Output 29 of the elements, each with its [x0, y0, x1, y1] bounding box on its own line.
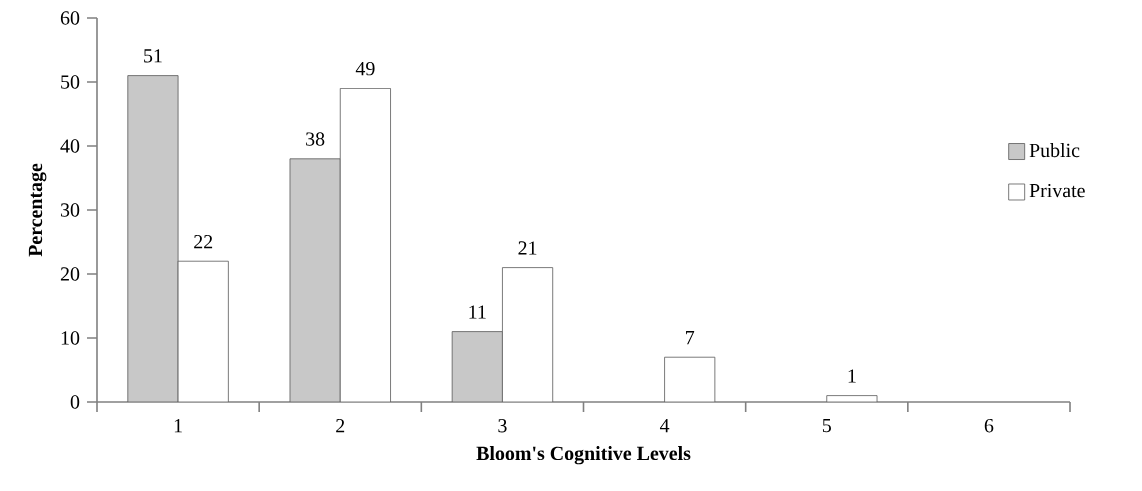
data-label: 1	[848, 369, 856, 383]
x-axis-title: Bloom's Cognitive Levels	[476, 446, 691, 465]
bar	[451, 331, 503, 402]
data-label: 22	[194, 234, 213, 249]
data-label: 38	[306, 132, 325, 146]
x-tick-label: 1	[174, 419, 182, 433]
data-label: 51	[144, 49, 162, 63]
y-tick-label: 40	[60, 139, 80, 153]
y-tick-label: 50	[61, 75, 80, 89]
y-tick-label: 0	[70, 395, 80, 409]
data-label: 21	[518, 241, 537, 255]
text: Private	[1029, 183, 1085, 198]
x-tick-label: 6	[984, 419, 994, 433]
data-label: 7	[686, 331, 695, 345]
x-tick-label: 3	[498, 419, 507, 433]
bar	[177, 260, 229, 402]
bar	[289, 158, 341, 402]
y-tick-label: 30	[61, 203, 80, 217]
x-tick-label: 5	[822, 419, 831, 433]
y-tick-label: 20	[60, 267, 80, 281]
x-tick-label: 2	[336, 419, 345, 433]
y-tick-label: 10	[61, 331, 80, 345]
y-tick-label: 60	[60, 11, 80, 25]
legend-label: Public	[1029, 143, 1080, 158]
y-axis-title: Percentage	[28, 163, 47, 257]
bar	[127, 75, 179, 402]
x-tick-label: 4	[659, 419, 670, 433]
data-label: 11	[469, 305, 486, 319]
data-label: 49	[355, 61, 375, 76]
